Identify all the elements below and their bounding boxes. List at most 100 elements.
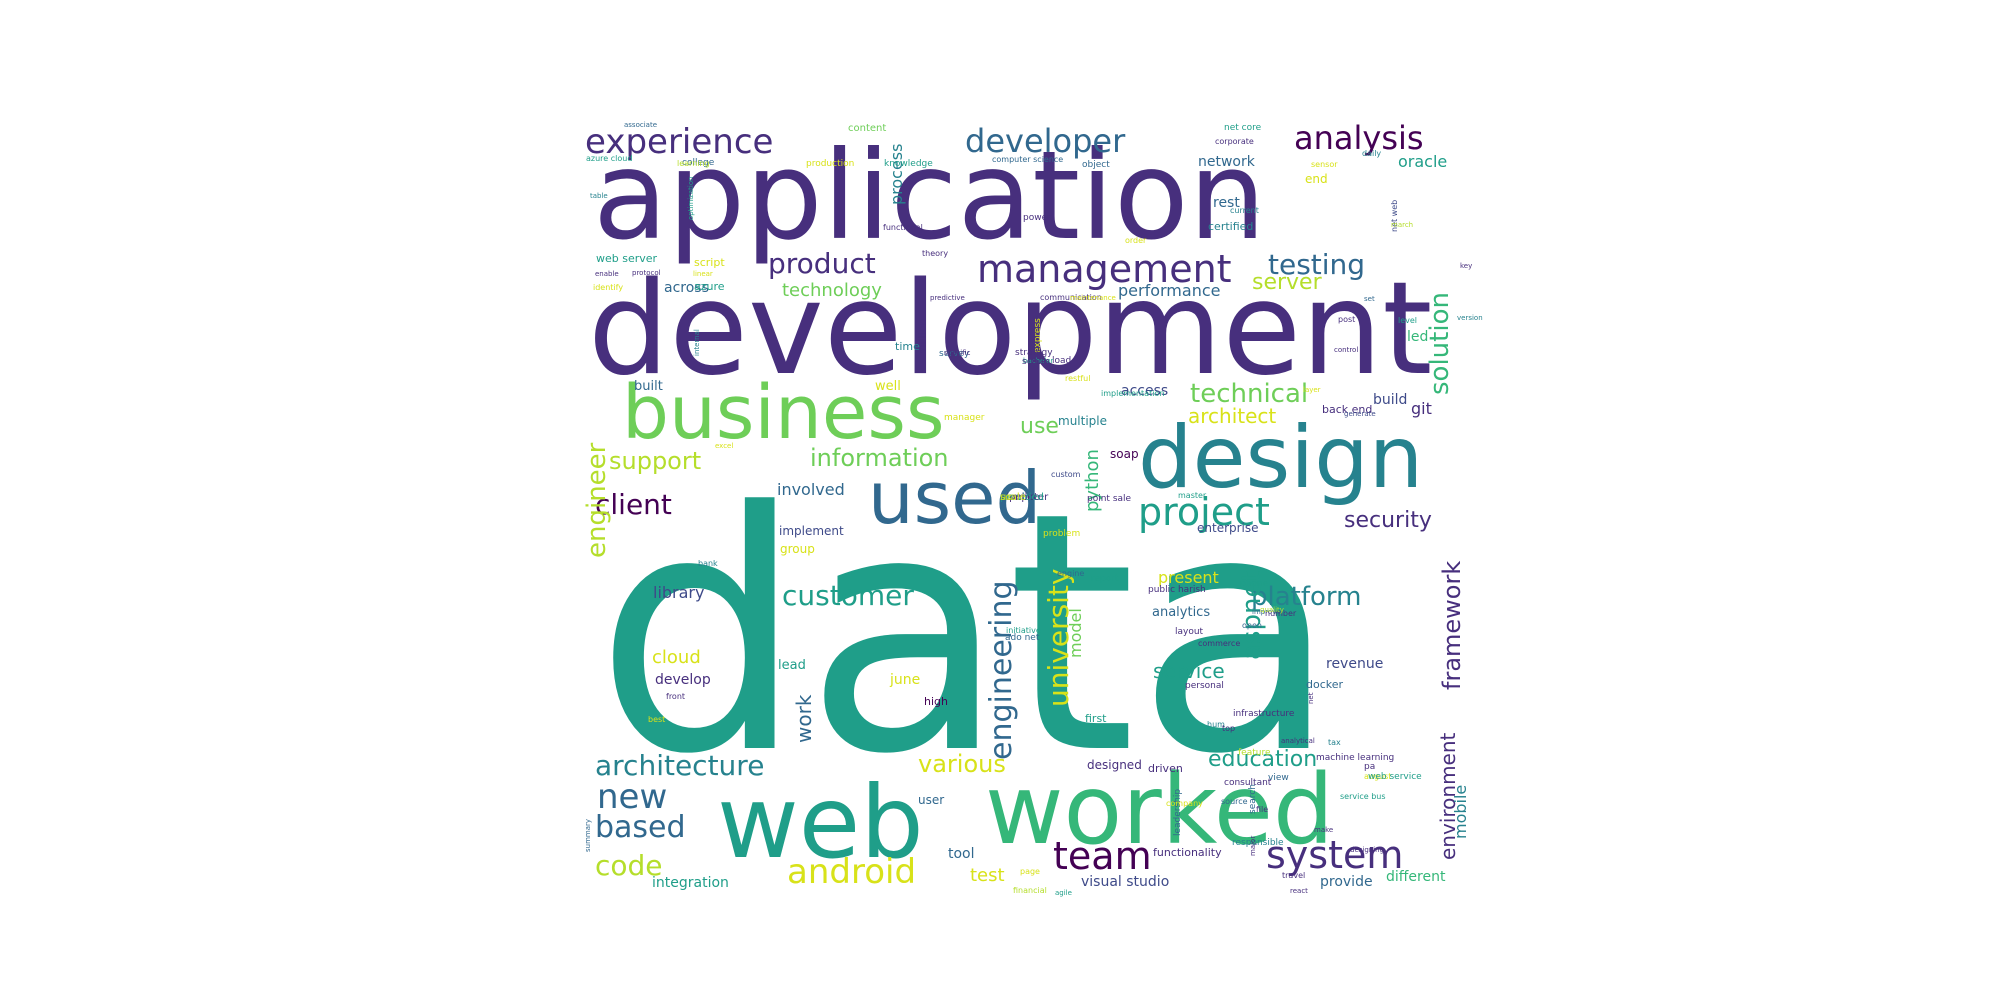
- word-worked: worked: [985, 754, 1334, 866]
- word-oracle: oracle: [1398, 152, 1447, 171]
- word-implementation: implementation: [1101, 389, 1164, 398]
- word-phone: phone: [1240, 579, 1269, 589]
- word-strategy: strategy: [1015, 348, 1053, 358]
- word-custom: custom: [1051, 470, 1081, 479]
- word-business: business: [622, 370, 945, 456]
- word-net-web: net web: [1390, 200, 1399, 232]
- word-development: development: [588, 255, 1432, 404]
- word-solution: solution: [1425, 292, 1455, 395]
- word-level: level: [1398, 316, 1417, 325]
- word-design: design: [1138, 408, 1423, 508]
- word-application: application: [593, 125, 1266, 267]
- word-implement: implement: [779, 524, 844, 538]
- word-high: high: [924, 695, 948, 708]
- word-problem: problem: [1043, 529, 1080, 539]
- word-master: master: [1178, 491, 1207, 500]
- word-current: current: [1230, 206, 1259, 215]
- word-information: information: [810, 444, 949, 472]
- word-excel: excel: [715, 442, 733, 450]
- word-travel: travel: [1282, 871, 1305, 880]
- word-test: test: [970, 865, 1005, 886]
- word-analytics: analytics: [1152, 605, 1210, 620]
- word-august: august: [1364, 772, 1391, 781]
- word-architect: architect: [1188, 404, 1276, 428]
- word-knowledge: knowledge: [884, 159, 933, 169]
- word-functionality: functionality: [1153, 846, 1222, 859]
- word-engine: engine: [1057, 569, 1084, 578]
- word-team: team: [1053, 834, 1152, 878]
- word-college: college: [682, 158, 715, 168]
- word-time: time: [895, 340, 920, 353]
- word-pa: pa: [1364, 762, 1375, 772]
- word-net: net: [1307, 692, 1315, 704]
- word-scrum: scrum: [1022, 357, 1050, 367]
- word-python: python: [1082, 449, 1103, 512]
- word-associate: associate: [624, 121, 657, 129]
- word-daily: daily: [1362, 149, 1381, 158]
- word-new: new: [597, 777, 667, 817]
- word-personal: personal: [1185, 681, 1224, 691]
- word-responsible: responsible: [1232, 838, 1284, 848]
- word-across: across: [664, 280, 709, 296]
- word-education: education: [1208, 747, 1317, 772]
- word-public-harish: public harish: [1148, 585, 1206, 595]
- word-internal: internal: [693, 329, 701, 356]
- word-present: present: [1158, 568, 1219, 587]
- word-docker: docker: [1306, 678, 1344, 691]
- word-tool: tool: [948, 846, 975, 862]
- word-experience: experience: [585, 122, 773, 162]
- word-generate: generate: [1344, 410, 1376, 418]
- word-lead: lead: [778, 658, 806, 673]
- word-power: power: [1023, 213, 1051, 223]
- word-million: million: [916, 318, 929, 355]
- word-based: based: [595, 810, 686, 845]
- word-optimization: optimization: [687, 176, 695, 220]
- word-provided: provided: [1000, 492, 1044, 503]
- word-led: led: [1407, 329, 1428, 345]
- word-content: content: [848, 123, 886, 134]
- word-make: make: [1314, 826, 1333, 834]
- word-best: best: [648, 715, 665, 724]
- word-bank: bank: [698, 559, 718, 568]
- word-theory: theory: [922, 249, 948, 258]
- word-manager: manager: [944, 413, 985, 423]
- word-well: well: [875, 379, 901, 394]
- word-process: process: [887, 144, 906, 205]
- word-enterprise: enterprise: [1197, 521, 1259, 535]
- word-visual-studio: visual studio: [1081, 874, 1169, 890]
- word-system: system: [1266, 833, 1403, 877]
- word-corporate: corporate: [1215, 137, 1254, 146]
- word-product: product: [768, 247, 876, 280]
- word-layout: layout: [1175, 627, 1204, 637]
- word-report: report: [1091, 574, 1119, 584]
- word-android: android: [787, 852, 916, 892]
- word-project: project: [1138, 490, 1270, 534]
- word-architecture: architecture: [595, 749, 764, 782]
- word-table: table: [590, 192, 608, 200]
- word-technology: technology: [782, 280, 882, 301]
- word-enable: enable: [595, 270, 619, 278]
- word-search: search: [1248, 784, 1258, 814]
- word-feature: feature: [1238, 748, 1271, 758]
- word-object: object: [1082, 160, 1110, 170]
- word-page: page: [1020, 867, 1040, 876]
- word-framework: framework: [1438, 561, 1466, 690]
- word-identify: identify: [593, 283, 623, 292]
- word-work: work: [792, 694, 816, 743]
- word-front: front: [666, 692, 685, 701]
- word-version: version: [1457, 314, 1483, 322]
- word-financial: financial: [1013, 886, 1047, 895]
- word-engineer: engineer: [582, 442, 612, 558]
- word-end: end: [1305, 172, 1328, 186]
- word-maintenance: maintenance: [1070, 294, 1116, 302]
- word-net-core: net core: [1224, 123, 1262, 133]
- word-designed: designed: [1087, 758, 1142, 772]
- word-pipeline: pipeline: [1000, 492, 1040, 503]
- word-various: various: [918, 750, 1006, 778]
- word-testing: testing: [1268, 248, 1365, 281]
- word-computer: computer: [1000, 492, 1049, 503]
- word-machine-learning: machine learning: [1316, 753, 1394, 763]
- word-functional: functional: [883, 223, 923, 232]
- word-git: git: [1411, 399, 1432, 418]
